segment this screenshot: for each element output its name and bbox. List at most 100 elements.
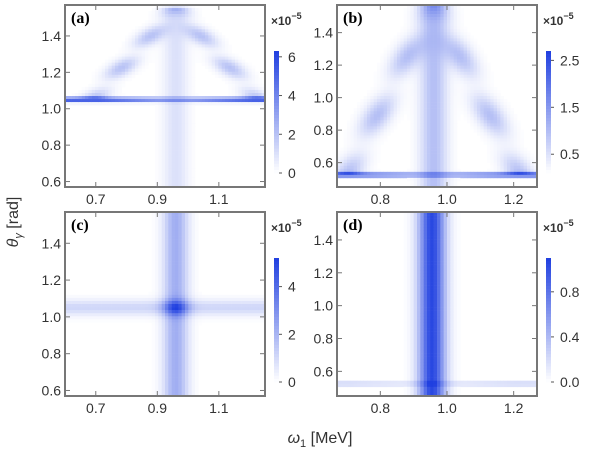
heatmap-cell bbox=[158, 32, 162, 36]
heatmap-cell bbox=[165, 177, 169, 182]
heatmap-cell bbox=[363, 174, 368, 179]
heatmap-cell bbox=[473, 71, 478, 76]
heatmap-cell bbox=[400, 47, 404, 51]
heatmap-cell bbox=[165, 71, 169, 76]
heatmap-cell bbox=[437, 165, 441, 170]
heatmap-cell bbox=[148, 294, 152, 299]
colorbar-step bbox=[274, 96, 279, 101]
heatmap-cell bbox=[453, 11, 458, 15]
heatmap-cell bbox=[115, 53, 119, 57]
heatmap-cell bbox=[447, 162, 451, 167]
heatmap-cell bbox=[251, 304, 256, 308]
heatmap-cell bbox=[161, 38, 166, 42]
heatmap-cell bbox=[407, 177, 411, 182]
heatmap-cell bbox=[370, 138, 374, 142]
heatmap-cell bbox=[195, 236, 199, 240]
heatmap-cell bbox=[517, 159, 521, 164]
heatmap-cell bbox=[201, 316, 206, 320]
heatmap-cell bbox=[400, 68, 404, 73]
heatmap-cell bbox=[141, 68, 146, 73]
colorbar-step bbox=[274, 279, 279, 284]
heatmap-cell bbox=[443, 32, 448, 36]
heatmap-cell bbox=[357, 138, 361, 142]
heatmap-cell bbox=[245, 304, 249, 308]
heatmap-cell bbox=[437, 23, 441, 27]
heatmap-cell bbox=[111, 89, 116, 94]
heatmap-cell bbox=[168, 96, 172, 100]
heatmap-cell bbox=[420, 180, 424, 185]
heatmap-cell bbox=[367, 114, 371, 118]
heatmap-cell bbox=[427, 99, 431, 103]
heatmap-cell bbox=[171, 310, 176, 314]
heatmap-cell bbox=[400, 74, 404, 79]
heatmap-cell bbox=[477, 105, 481, 109]
heatmap-cell bbox=[138, 319, 142, 323]
heatmap-cell bbox=[175, 362, 179, 366]
heatmap-cell bbox=[118, 294, 122, 299]
heatmap-cell bbox=[433, 159, 438, 164]
heatmap-cell bbox=[417, 17, 421, 21]
heatmap-cell bbox=[380, 53, 384, 57]
heatmap-cell bbox=[450, 180, 454, 185]
heatmap-cell bbox=[447, 168, 451, 173]
heatmap-cell bbox=[175, 261, 179, 265]
colorbar-step bbox=[546, 108, 551, 113]
heatmap-cell bbox=[387, 86, 391, 91]
heatmap-cell bbox=[453, 77, 458, 82]
heatmap-cell bbox=[500, 165, 504, 170]
heatmap-cell bbox=[380, 96, 384, 100]
heatmap-cell bbox=[161, 177, 166, 182]
heatmap-cell bbox=[175, 165, 179, 170]
heatmap-cell bbox=[165, 5, 169, 9]
heatmap-cell bbox=[225, 313, 229, 317]
heatmap-cell bbox=[493, 117, 498, 121]
heatmap-cell bbox=[357, 171, 361, 176]
heatmap-cell bbox=[520, 153, 524, 157]
heatmap-cell bbox=[161, 8, 166, 12]
heatmap-cell bbox=[413, 26, 418, 30]
colorbar-step bbox=[274, 310, 279, 315]
colorbar-step bbox=[546, 63, 551, 67]
heatmap-cell bbox=[188, 77, 192, 82]
heatmap-cell bbox=[523, 147, 528, 151]
heatmap-cell bbox=[433, 80, 438, 85]
heatmap-cell bbox=[161, 71, 166, 76]
heatmap-cell bbox=[417, 99, 421, 103]
heatmap-cell bbox=[155, 343, 159, 348]
heatmap-cell bbox=[483, 71, 488, 76]
heatmap-cell bbox=[151, 236, 156, 240]
heatmap-cell bbox=[477, 111, 481, 115]
heatmap-cell bbox=[95, 102, 99, 106]
heatmap-cell bbox=[168, 359, 172, 363]
heatmap-cell bbox=[357, 111, 361, 115]
heatmap-cell bbox=[490, 77, 494, 82]
heatmap-cell bbox=[158, 56, 162, 60]
heatmap-cell bbox=[158, 264, 162, 268]
heatmap-cell bbox=[171, 153, 176, 157]
heatmap-cell bbox=[443, 50, 448, 54]
heatmap-cell bbox=[175, 239, 179, 243]
heatmap-cell bbox=[380, 114, 384, 118]
heatmap-cell bbox=[165, 77, 169, 82]
heatmap-cell bbox=[208, 50, 212, 54]
heatmap-cell bbox=[105, 68, 109, 73]
heatmap-cell bbox=[191, 362, 196, 366]
heatmap-cell bbox=[457, 20, 461, 24]
heatmap-cell bbox=[390, 77, 394, 82]
heatmap-cell bbox=[185, 276, 189, 280]
heatmap-cell bbox=[423, 35, 428, 39]
heatmap-cell bbox=[450, 120, 454, 124]
heatmap-cell bbox=[181, 242, 186, 247]
heatmap-cell bbox=[185, 248, 189, 253]
heatmap-cell bbox=[218, 62, 222, 66]
heatmap-cell bbox=[161, 150, 166, 154]
heatmap-cell bbox=[477, 83, 481, 88]
heatmap-cell bbox=[437, 117, 441, 121]
heatmap-cell bbox=[443, 77, 448, 82]
heatmap-cell bbox=[420, 83, 424, 88]
heatmap-cell bbox=[151, 32, 156, 36]
heatmap-cell bbox=[188, 123, 192, 127]
heatmap-cell bbox=[175, 80, 179, 85]
heatmap-cell bbox=[151, 23, 156, 27]
heatmap-cell bbox=[88, 96, 92, 100]
